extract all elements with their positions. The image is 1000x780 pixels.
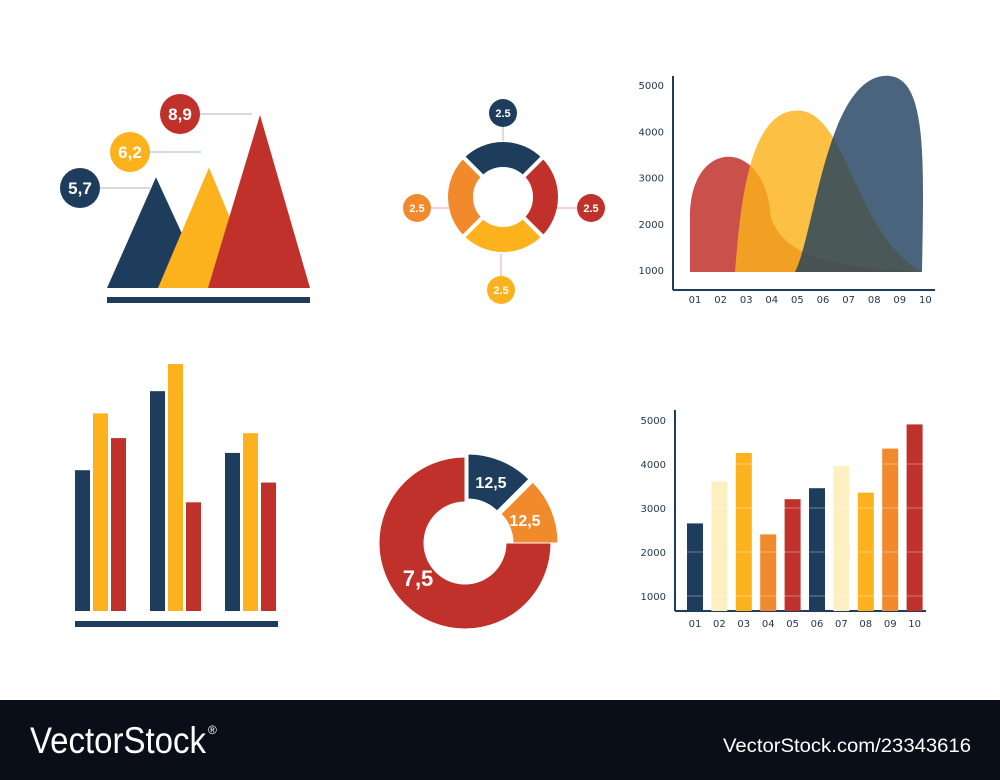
area-series-3 bbox=[795, 75, 924, 272]
value-label-1: 5,7 bbox=[68, 179, 92, 198]
value-bubble-3 bbox=[160, 94, 200, 134]
donut-slice-1 bbox=[467, 453, 530, 512]
area-y-tick: 3000 bbox=[639, 174, 664, 185]
group-bar bbox=[225, 452, 240, 611]
bar-base-line bbox=[75, 621, 278, 627]
ring-segment-top bbox=[459, 138, 547, 181]
bar bbox=[833, 466, 850, 611]
value-label-3: 8,9 bbox=[168, 105, 192, 124]
bar-chart: 1000 2000 3000 4000 5000 01 02 03 04 05 06 07 08 09 10 bbox=[641, 410, 926, 630]
bar-x-tick: 05 bbox=[786, 619, 799, 630]
triangle-base-line bbox=[107, 297, 310, 303]
bar-x-tick: 10 bbox=[908, 619, 921, 630]
group-bar bbox=[93, 413, 108, 611]
value-bubble-2 bbox=[110, 132, 150, 172]
group-bar bbox=[111, 438, 126, 611]
bar-x-tick: 01 bbox=[689, 619, 702, 630]
area-x-tick: 08 bbox=[868, 295, 881, 306]
donut-chart: 12,5 12,5 7,5 bbox=[378, 453, 559, 630]
ring-segment-left bbox=[444, 153, 487, 241]
footer-logo[interactable]: VectorStock bbox=[30, 720, 206, 761]
area-chart: 1000 2000 3000 4000 5000 01 02 03 04 05 06 07 08 09 10 bbox=[639, 75, 935, 306]
donut-label-2: 12,5 bbox=[509, 513, 540, 530]
area-x-tick: 04 bbox=[765, 295, 778, 306]
bar-x-tick: 07 bbox=[835, 619, 848, 630]
footer-bar: VectorStock ® VectorStock.com/23343616 bbox=[0, 700, 1000, 780]
area-x-tick: 02 bbox=[714, 295, 727, 306]
ring-segment-right bbox=[519, 153, 562, 241]
triangle-chart: 5,7 6,2 8,9 bbox=[60, 94, 310, 303]
group-bar bbox=[168, 364, 183, 611]
triangle-3 bbox=[208, 115, 310, 288]
bar bbox=[784, 499, 801, 611]
bar bbox=[809, 488, 825, 611]
ring-segment-bottom bbox=[459, 213, 547, 256]
bar-x-tick: 08 bbox=[859, 619, 872, 630]
ring-bubble-right bbox=[577, 194, 605, 222]
donut-slice-2 bbox=[500, 481, 559, 544]
value-bubble-1 bbox=[60, 168, 100, 208]
ring-bubble-bottom bbox=[487, 276, 515, 304]
bar bbox=[857, 492, 874, 611]
bar-x-tick: 02 bbox=[713, 619, 726, 630]
area-y-tick: 5000 bbox=[639, 81, 664, 92]
ring-bubble-left bbox=[403, 194, 431, 222]
ring-label-right: 2.5 bbox=[583, 203, 598, 215]
group-bar bbox=[261, 482, 276, 611]
donut-slice-3 bbox=[378, 456, 552, 630]
area-x-tick: 05 bbox=[791, 295, 804, 306]
bar-y-tick: 2000 bbox=[641, 548, 666, 559]
area-y-tick: 2000 bbox=[639, 220, 664, 231]
ring-label-bottom: 2.5 bbox=[493, 285, 508, 297]
bar bbox=[687, 523, 703, 611]
donut-label-3: 7,5 bbox=[403, 566, 434, 591]
area-x-tick: 07 bbox=[842, 295, 855, 306]
ring-bubble-top bbox=[489, 99, 517, 127]
bar bbox=[882, 448, 899, 611]
donut-label-1: 12,5 bbox=[475, 475, 506, 492]
bar bbox=[906, 424, 923, 611]
group-bar bbox=[243, 433, 258, 611]
area-x-tick: 10 bbox=[919, 295, 932, 306]
ring-label-left: 2.5 bbox=[409, 203, 424, 215]
group-bar bbox=[75, 470, 90, 611]
bar-x-tick: 06 bbox=[811, 619, 824, 630]
bar-y-tick: 3000 bbox=[641, 504, 666, 515]
group-bar bbox=[150, 391, 165, 611]
bar-x-tick: 03 bbox=[737, 619, 750, 630]
footer-registered: ® bbox=[208, 723, 217, 737]
area-x-tick: 06 bbox=[817, 295, 830, 306]
bar-y-tick: 4000 bbox=[641, 460, 666, 471]
area-y-tick: 4000 bbox=[639, 127, 664, 138]
ring-label-top: 2.5 bbox=[495, 108, 510, 120]
bar-y-tick: 1000 bbox=[641, 592, 666, 603]
bar bbox=[711, 481, 728, 611]
ring-chart: 2.5 2.5 2.5 2.5 bbox=[403, 99, 605, 304]
bar-x-tick: 04 bbox=[762, 619, 775, 630]
bar-y-tick: 5000 bbox=[641, 416, 666, 427]
bar bbox=[735, 453, 752, 611]
area-x-tick: 09 bbox=[893, 295, 906, 306]
grouped-bar-chart bbox=[75, 364, 278, 627]
group-bar bbox=[186, 502, 201, 611]
bar-x-tick: 09 bbox=[884, 619, 897, 630]
footer-url[interactable]: VectorStock.com/23343616 bbox=[723, 736, 971, 757]
value-label-2: 6,2 bbox=[118, 143, 142, 162]
area-x-tick: 03 bbox=[740, 295, 753, 306]
bar bbox=[760, 534, 777, 611]
area-x-tick: 01 bbox=[689, 295, 702, 306]
area-y-tick: 1000 bbox=[639, 266, 664, 277]
infographic-charts: 5,7 6,2 8,9 2.5 2.5 2.5 2.5 1000 2000 3000 4000 5… bbox=[60, 75, 935, 630]
